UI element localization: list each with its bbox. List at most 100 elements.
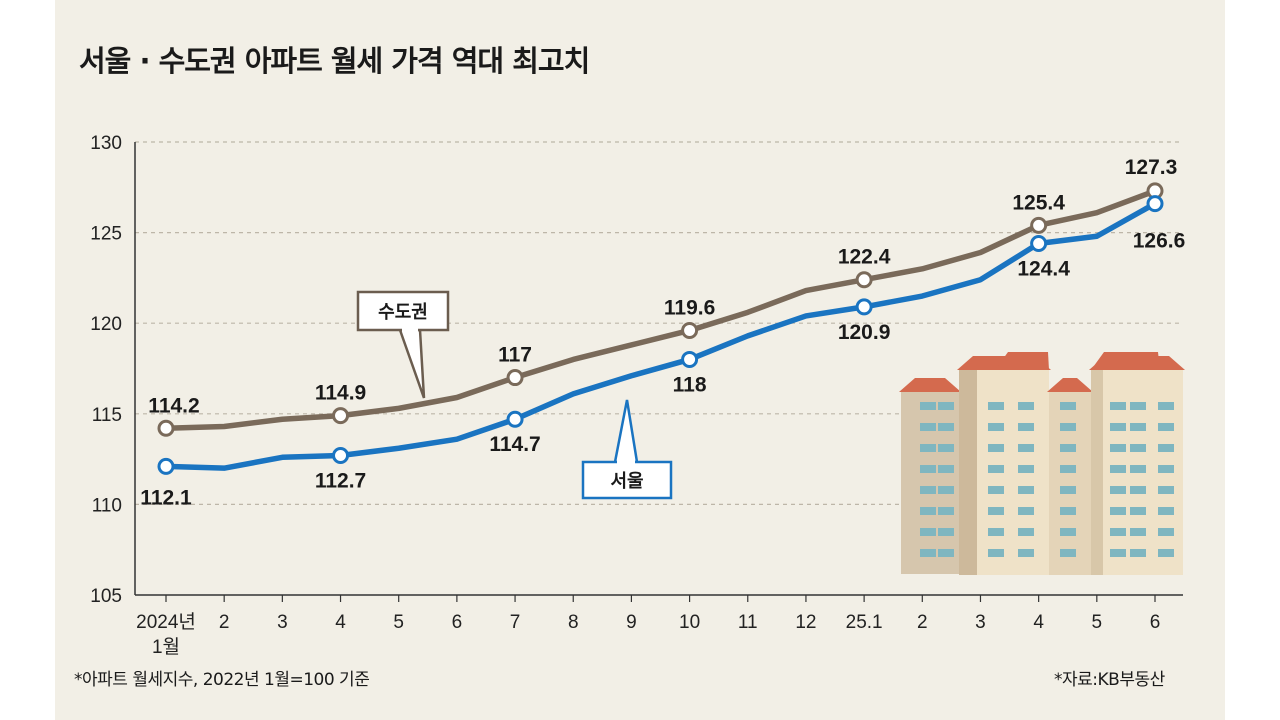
building-window — [1018, 528, 1034, 536]
building-window — [1018, 423, 1034, 431]
building-window — [1158, 423, 1174, 431]
x-tick-label: 11 — [738, 612, 758, 633]
data-point-marker — [681, 321, 699, 339]
x-tick-label: 8 — [568, 612, 579, 633]
data-point-marker — [1030, 216, 1048, 234]
x-tick-label: 2024년 — [136, 611, 196, 633]
data-label: 118 — [673, 373, 707, 396]
building-window — [1130, 549, 1146, 557]
building-window — [1158, 444, 1174, 452]
building-roof — [995, 352, 1049, 370]
legend-capital-area-box — [356, 290, 450, 332]
building-window — [988, 402, 1004, 410]
building-window — [920, 486, 936, 494]
building-window — [1018, 549, 1034, 557]
building-roof — [1091, 352, 1160, 370]
building-window — [1060, 549, 1076, 557]
building-window — [938, 549, 954, 557]
data-label: 112.1 — [140, 486, 192, 509]
data-label: 122.4 — [838, 246, 891, 269]
building-window — [1130, 444, 1146, 452]
building-window — [1060, 507, 1076, 515]
building-window — [1018, 486, 1034, 494]
series-line-seoul — [163, 200, 1158, 471]
y-tick-label: 110 — [92, 495, 122, 516]
x-tick-label: 25.1 — [846, 612, 883, 633]
building-window — [1130, 402, 1146, 410]
y-tick-label: 130 — [90, 133, 122, 154]
series-line-capital-area — [163, 188, 1158, 432]
data-point-marker — [506, 369, 524, 387]
building-window — [938, 465, 954, 473]
x-tick-label: 3 — [975, 612, 986, 633]
data-point-marker — [1030, 234, 1048, 252]
building-window — [1110, 423, 1126, 431]
building-window — [988, 444, 1004, 452]
source-note: *자료:KB부동산 — [1054, 670, 1165, 690]
building-window — [988, 549, 1004, 557]
building-window — [1060, 423, 1076, 431]
x-tick-label: 3 — [277, 612, 288, 633]
x-tick-label: 10 — [679, 612, 700, 633]
data-point-marker — [681, 350, 699, 368]
building-window — [1130, 486, 1146, 494]
chart-title: 서울 · 수도권 아파트 월세 가격 역대 최고치 — [79, 44, 590, 78]
building-window — [988, 507, 1004, 515]
building-window — [920, 549, 936, 557]
building-window — [920, 528, 936, 536]
building-window — [1110, 507, 1126, 515]
building-window — [1130, 507, 1146, 515]
building-window — [938, 528, 954, 536]
data-label: 127.3 — [1125, 156, 1178, 179]
building-window — [920, 507, 936, 515]
y-tick-label: 115 — [92, 405, 122, 426]
building-window — [1130, 465, 1146, 473]
x-tick-label: 2 — [917, 612, 928, 633]
x-tick-label: 9 — [626, 612, 637, 633]
building-window — [1158, 465, 1174, 473]
building-window — [1060, 486, 1076, 494]
building-window — [920, 444, 936, 452]
data-point-marker — [855, 271, 873, 289]
x-tick-label: 5 — [393, 612, 404, 633]
data-label: 120.9 — [838, 321, 891, 344]
y-tick-label: 125 — [90, 224, 122, 245]
building-shade — [959, 370, 977, 575]
building-window — [920, 423, 936, 431]
building-window — [1110, 465, 1126, 473]
building-window — [1110, 486, 1126, 494]
data-label: 125.4 — [1012, 191, 1065, 214]
building-window — [1110, 444, 1126, 452]
building-window — [1018, 507, 1034, 515]
data-point-marker — [157, 419, 175, 437]
building-window — [988, 465, 1004, 473]
data-point-marker — [855, 298, 873, 316]
x-tick-label: 1월 — [152, 636, 180, 658]
building-window — [938, 423, 954, 431]
building-window — [1158, 507, 1174, 515]
data-point-marker — [1146, 195, 1164, 213]
y-tick-label: 120 — [90, 314, 122, 335]
building — [1049, 392, 1091, 575]
building-window — [1158, 528, 1174, 536]
building-window — [1110, 528, 1126, 536]
building-window — [1130, 528, 1146, 536]
x-tick-label: 6 — [1150, 612, 1161, 633]
building-window — [1018, 402, 1034, 410]
building-window — [1018, 444, 1034, 452]
footnote: *아파트 월세지수, 2022년 1월=100 기준 — [74, 670, 370, 690]
building-window — [1158, 549, 1174, 557]
data-point-marker — [332, 407, 350, 425]
x-tick-label: 7 — [510, 612, 521, 633]
building-roof — [1047, 378, 1093, 392]
building-window — [1018, 465, 1034, 473]
data-point-marker — [332, 446, 350, 464]
building-window — [938, 486, 954, 494]
data-point-marker — [157, 457, 175, 475]
building-window — [1110, 402, 1126, 410]
legend-seoul-label: 서울 — [610, 471, 643, 492]
x-tick-label: 5 — [1092, 612, 1103, 633]
data-label: 114.9 — [315, 382, 366, 405]
legend-seoul-box — [581, 460, 673, 500]
